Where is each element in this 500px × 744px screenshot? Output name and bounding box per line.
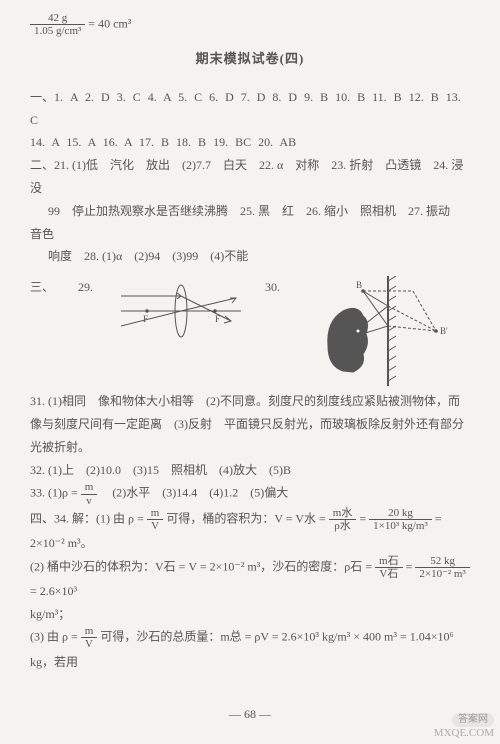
q34-f1-den: V xyxy=(147,520,164,532)
ans-16: 16. A xyxy=(103,135,132,149)
q34-f2-num: m水 xyxy=(329,507,357,520)
b-l2: 99 停止加热观察水是否继续沸腾 25. 黑 红 26. 缩小 照相机 27. … xyxy=(30,204,462,241)
q33-frac: m v xyxy=(81,481,98,506)
q31-text: 31. (1)相同 像和物体大小相等 (2)不同意。刻度尺的刻度线应紧贴被测物体… xyxy=(30,390,470,458)
ans-19: 19. BC xyxy=(213,135,251,149)
section-a-line2: 14. A 15. A 16. A 17. B 18. B 19. BC 20.… xyxy=(30,131,470,154)
q34-line1: 四、34. 解：(1) 由 ρ = m V 可得，桶的容积为：V = V水 = … xyxy=(30,507,470,555)
q34-f2-den: ρ水 xyxy=(329,520,357,532)
paper-title: 期末模拟试卷(四) xyxy=(30,47,470,72)
q34-p3-pre: (3) 由 ρ = xyxy=(30,630,81,644)
ans-4: 4. A xyxy=(148,90,171,104)
ans-12: 12. B xyxy=(409,90,439,104)
q34-p3-num: m xyxy=(81,625,98,638)
section-b-line2: 99 停止加热观察水是否继续沸腾 25. 黑 红 26. 缩小 照相机 27. … xyxy=(30,200,470,246)
q34-f3-num: 20 kg xyxy=(369,507,432,520)
q33-den: v xyxy=(81,495,98,507)
watermark: 答案网 MXQE.COM xyxy=(434,713,494,740)
mirror-diagram: B B' xyxy=(308,276,458,386)
top-fraction: 42 g 1.05 g/cm³ xyxy=(30,12,85,37)
watermark-top: 答案网 xyxy=(452,713,494,727)
q33-pre: 33. (1)ρ = xyxy=(30,486,81,500)
section-b-prefix: 二、 xyxy=(30,158,54,172)
q34-f1-num: m xyxy=(147,507,164,520)
q34-p2-unit: kg/m³； xyxy=(30,607,70,621)
ans-18: 18. B xyxy=(176,135,206,149)
ans-6: 6. D xyxy=(209,90,234,104)
q34-pre: 34. 解：(1) 由 ρ = xyxy=(54,511,147,525)
ans-8: 8. D xyxy=(272,90,297,104)
section-a-prefix: 一、 xyxy=(30,90,54,104)
q34-p3-frac: m V xyxy=(81,625,98,650)
q34-mid1: 可得，桶的容积为：V = V水 = xyxy=(166,511,328,525)
ans-7: 7. D xyxy=(241,90,266,104)
ans-10: 10. B xyxy=(335,90,365,104)
q34-p3-den: V xyxy=(81,638,98,650)
top-expression: 42 g 1.05 g/cm³ = 40 cm³ xyxy=(30,12,470,37)
q34-p2-num: m石 xyxy=(375,555,403,568)
q34-p2-frac: m石 V石 xyxy=(375,555,403,580)
lens-diagram: F F xyxy=(121,276,241,346)
section-d-prefix: 四、 xyxy=(30,511,54,525)
q34-p2-den2: 2×10⁻² m³ xyxy=(415,568,469,580)
q34-p2-mid: = xyxy=(406,559,416,573)
q33-post: (2)水平 (3)14.4 (4)1.2 (5)偏大 xyxy=(100,486,288,500)
q34-p2-end: = 2.6×10³ xyxy=(30,584,77,598)
ans-2: 2. D xyxy=(85,90,110,104)
ans-11: 11. B xyxy=(372,90,402,104)
page-number: — 68 — xyxy=(0,703,500,726)
q34-frac2: m水 ρ水 xyxy=(329,507,357,532)
q34-line3: (3) 由 ρ = m V 可得，沙石的总质量：m总 = ρV = 2.6×10… xyxy=(30,625,470,673)
q33-num: m xyxy=(81,481,98,494)
q34-p2-pre: (2) 桶中沙石的体积为：V石 = V = 2×10⁻² m³，沙石的密度：ρ石… xyxy=(30,559,375,573)
q29-label: 29. xyxy=(78,276,93,299)
q30-label: 30. xyxy=(265,276,280,299)
q34-frac1: m V xyxy=(147,507,164,532)
q34-p2-num2: 52 kg xyxy=(415,555,469,568)
q32-text: 32. (1)上 (2)10.0 (3)15 照相机 (4)放大 (5)B xyxy=(30,459,470,482)
ans-20: 20. AB xyxy=(258,135,296,149)
section-a-line1: 一、1. A 2. D 3. C 4. A 5. C 6. D 7. D 8. … xyxy=(30,86,470,132)
ans-1: 1. A xyxy=(54,90,78,104)
svg-text:B: B xyxy=(356,280,362,290)
q34-p2-frac2: 52 kg 2×10⁻² m³ xyxy=(415,555,469,580)
ans-14: 14. A xyxy=(30,135,59,149)
q34-mid2: = xyxy=(359,511,369,525)
ans-9: 9. B xyxy=(304,90,328,104)
b-l3: 响度 28. (1)α (2)94 (3)99 (4)不能 xyxy=(48,249,248,263)
section-b-line3: 响度 28. (1)α (2)94 (3)99 (4)不能 xyxy=(30,245,470,268)
watermark-bottom: MXQE.COM xyxy=(434,727,494,739)
q34-p2-den: V石 xyxy=(375,568,403,580)
ans-15: 15. A xyxy=(66,135,95,149)
ans-17: 17. B xyxy=(139,135,169,149)
q34-line2: (2) 桶中沙石的体积为：V石 = V = 2×10⁻² m³，沙石的密度：ρ石… xyxy=(30,555,470,603)
top-frac-num: 42 g xyxy=(30,12,85,25)
top-frac-result: = 40 cm³ xyxy=(88,16,131,30)
q34-frac3: 20 kg 1×10³ kg/m³ xyxy=(369,507,432,532)
svg-text:B': B' xyxy=(440,326,448,336)
q33-text: 33. (1)ρ = m v (2)水平 (3)14.4 (4)1.2 (5)偏… xyxy=(30,481,470,506)
section-c-prefix: 三、 xyxy=(30,276,54,299)
b-l1: 21. (1)低 汽化 放出 (2)7.7 白天 22. α 对称 23. 折射… xyxy=(30,158,463,195)
section-b-line1: 二、21. (1)低 汽化 放出 (2)7.7 白天 22. α 对称 23. … xyxy=(30,154,470,200)
ans-5: 5. C xyxy=(178,90,202,104)
q34-unit-line: kg/m³； xyxy=(30,603,470,626)
section-c-diagrams: 三、 29. F F xyxy=(30,276,470,386)
ans-3: 3. C xyxy=(117,90,141,104)
q34-f3-den: 1×10³ kg/m³ xyxy=(369,520,432,532)
top-frac-den: 1.05 g/cm³ xyxy=(30,25,85,37)
